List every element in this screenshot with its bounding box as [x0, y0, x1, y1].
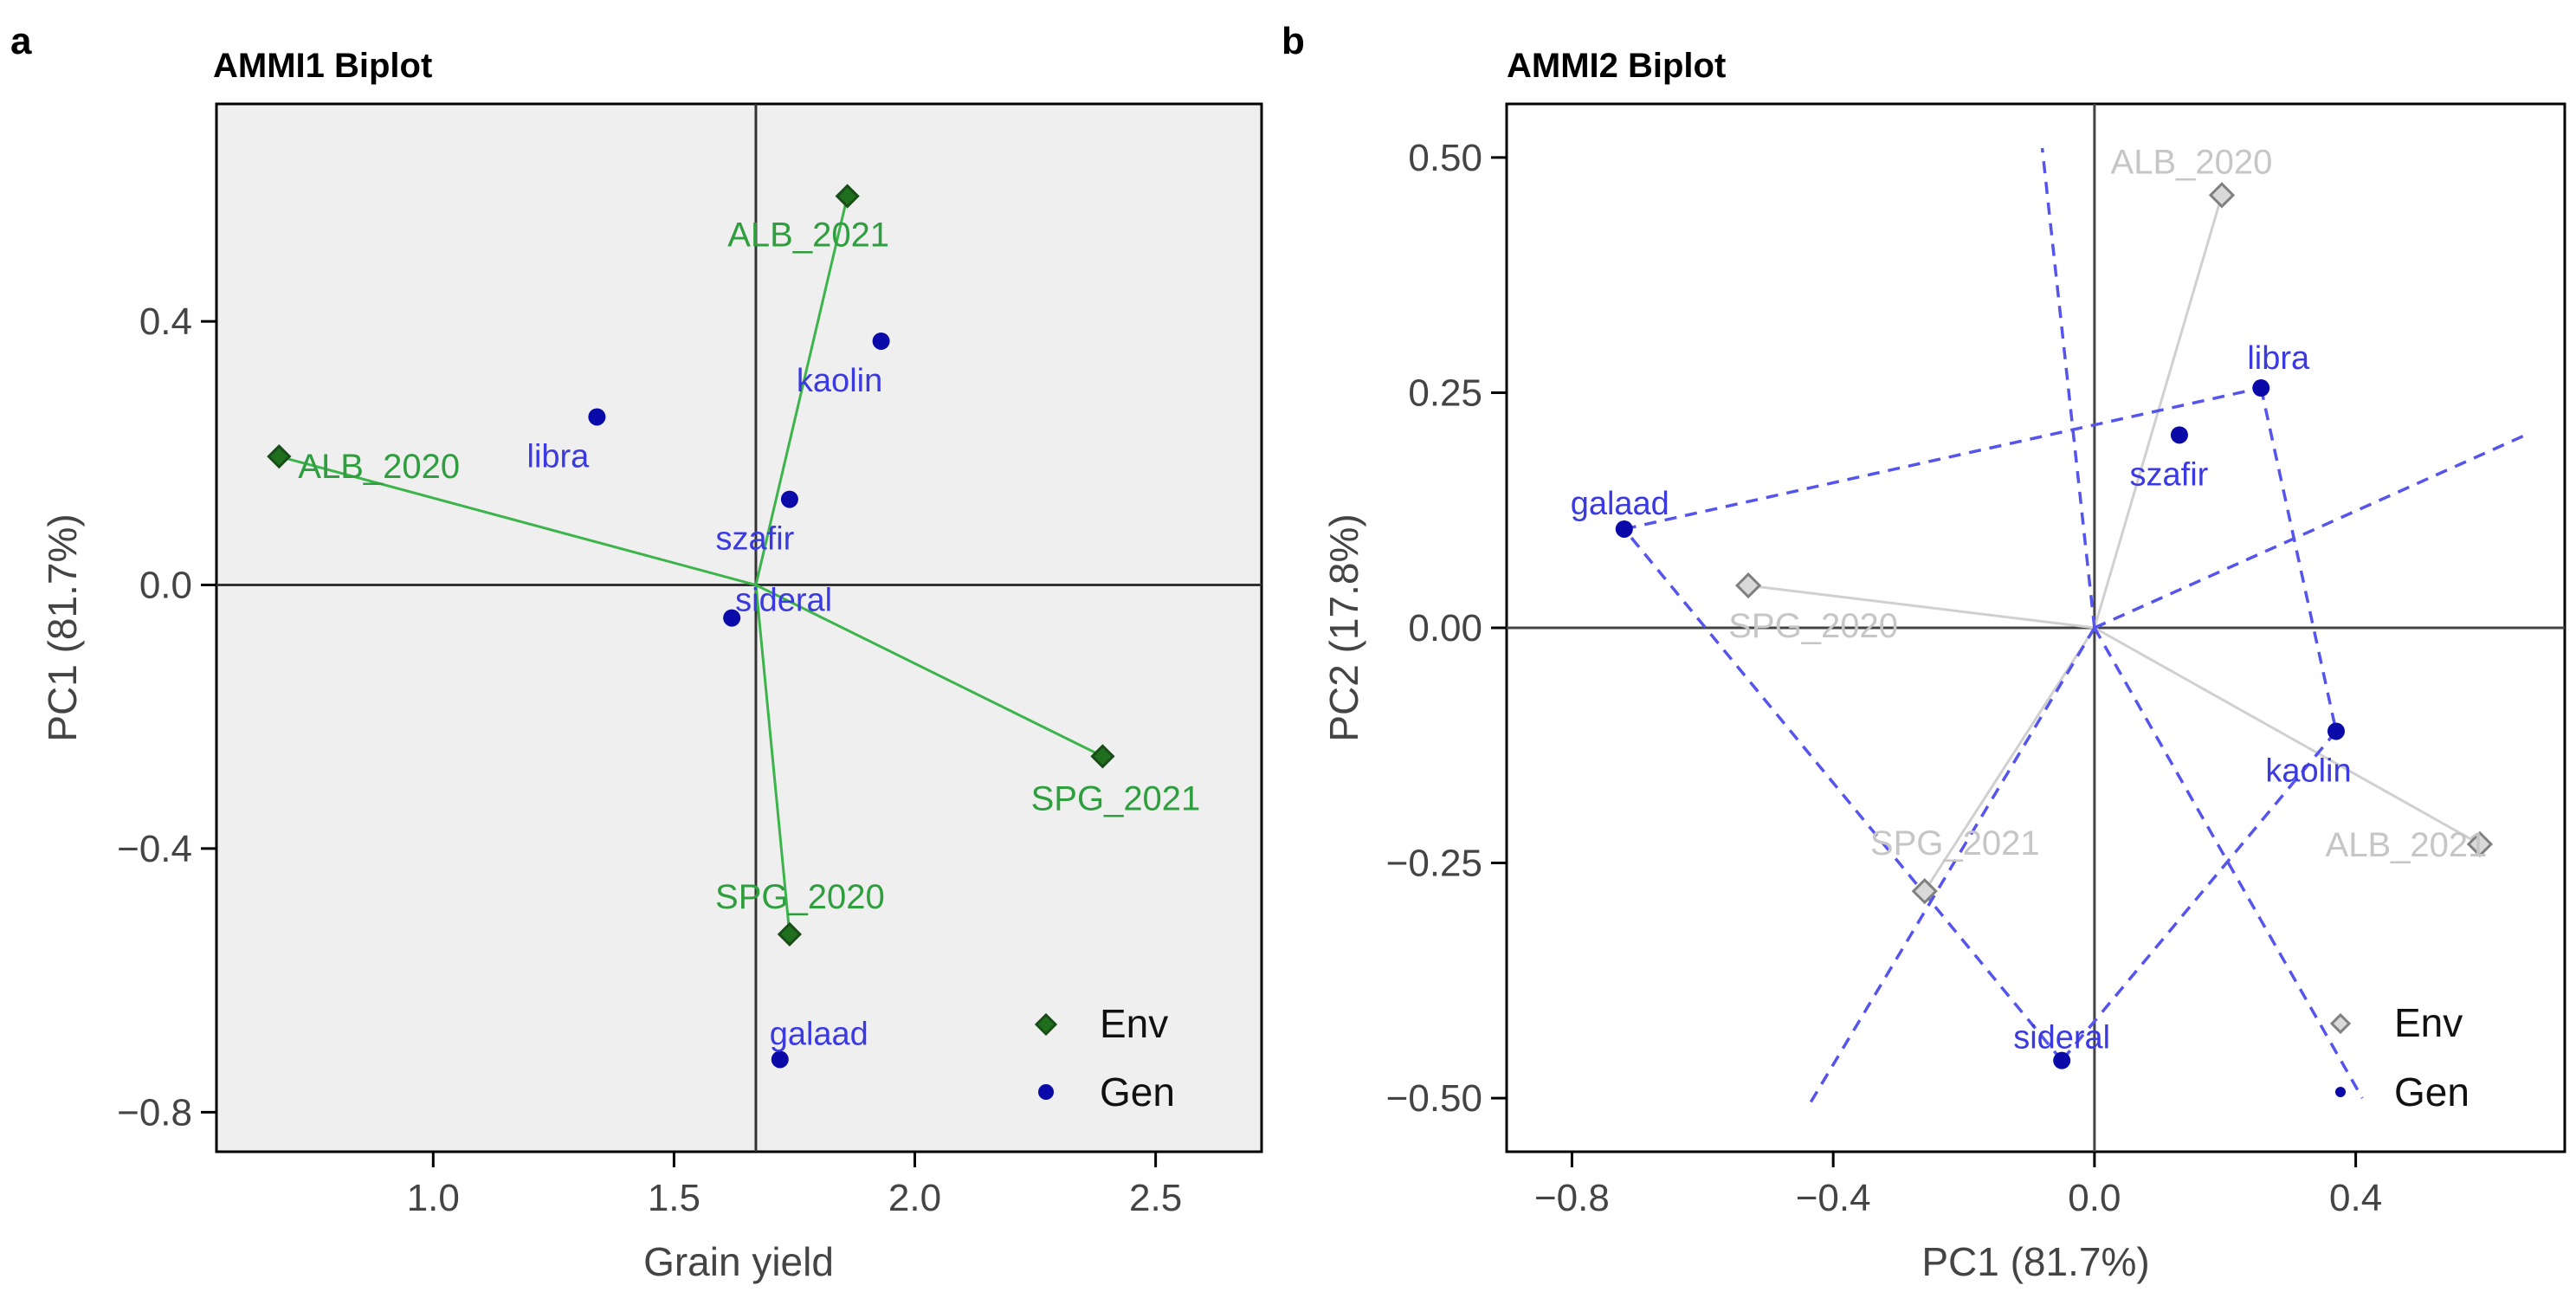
ammi1-gen-point	[723, 609, 741, 627]
ammi1-env-point	[777, 921, 803, 946]
ammi2-y-tick-label: −0.25	[1386, 843, 1482, 885]
ammi2-env-point	[1734, 572, 1762, 599]
ammi2-env-label: SPG_2021	[1870, 824, 2040, 862]
ammi2-biplot-chart: AMMI2 Biplot −0.8 −0.4 0.0 0.4 0.50 0.25 0.00 −…	[1321, 47, 2566, 1284]
ammi1-plot-area	[215, 102, 1263, 1153]
ammi2-gen-label: kaolin	[2265, 753, 2351, 789]
ammi1-title: AMMI1 Biplot	[213, 47, 432, 85]
ammi1-gen-label: libra	[527, 438, 591, 475]
ammi2-legend: Env Gen	[2329, 1000, 2469, 1114]
ammi1-x-tick-label: 2.5	[1129, 1177, 1182, 1219]
ammi2-x-tick-label: 0.0	[2068, 1177, 2121, 1219]
ammi2-legend-gen-marker	[2335, 1087, 2346, 1097]
ammi1-x-tick-label: 2.0	[888, 1177, 941, 1219]
ammi1-y-axis-label: PC1 (81.7%)	[40, 514, 85, 741]
ammi2-gen-point	[1615, 520, 1633, 538]
ammi2-y-tick-label: 0.50	[1408, 137, 1482, 179]
ammi2-env-label: ALB_2021	[2326, 826, 2488, 864]
ammi2-env-vector	[2094, 626, 2481, 846]
ammi1-y-tick-label: −0.4	[117, 828, 192, 870]
ammi1-legend-env-marker	[1034, 1012, 1058, 1037]
ammi2-x-tick-label: 0.4	[2329, 1177, 2382, 1219]
ammi1-gen-point	[780, 490, 798, 508]
ammi1-gen-point	[771, 1050, 789, 1069]
ammi1-legend-env-label: Env	[1100, 1001, 1168, 1046]
ammi2-gen-point	[2252, 379, 2270, 397]
ammi1-env-point	[835, 184, 860, 209]
ammi1-env-label: SPG_2021	[1031, 779, 1201, 817]
ammi2-gen-point	[2170, 426, 2188, 444]
ammi1-gen-label: kaolin	[797, 363, 882, 399]
ammi2-hull-edge	[2060, 730, 2338, 1062]
ammi1-x-tick-label: 1.5	[648, 1177, 700, 1219]
ammi1-env-label: ALB_2021	[727, 216, 889, 255]
ammi1-env-label: SPG_2020	[715, 878, 885, 916]
ammi1-x-tick-label: 1.0	[407, 1177, 460, 1219]
ammi2-env-point	[2466, 830, 2494, 857]
ammi2-env-vector	[1747, 584, 2095, 630]
panel-label-a: a	[10, 20, 32, 62]
ammi2-hull-edge	[1624, 386, 2262, 531]
ammi2-x-tick-label: −0.4	[1796, 1177, 1871, 1219]
ammi1-legend-gen-marker	[1038, 1084, 1054, 1100]
ammi2-legend-env-marker	[2329, 1012, 2352, 1035]
ammi1-y-tick-label: −0.8	[117, 1091, 192, 1134]
ammi1-env-vector	[755, 584, 1104, 758]
ammi2-gen-point	[2327, 722, 2345, 740]
ammi2-y-tick-label: 0.25	[1408, 371, 1482, 414]
ammi1-env-label: ALB_2020	[298, 448, 460, 486]
ammi2-gen-label: galaad	[1571, 486, 1669, 522]
ammi2-y-axis-label: PC2 (17.8%)	[1321, 514, 1366, 741]
ammi2-gen-label: libra	[2247, 340, 2310, 377]
ammi1-env-point	[1090, 744, 1115, 769]
ammi2-hull-edge	[1623, 527, 2063, 1062]
ammi2-env-point	[2208, 182, 2236, 209]
ammi1-gen-point	[588, 408, 606, 426]
ammi2-env-point	[1911, 878, 1938, 905]
ammi2-y-tick-label: −0.50	[1386, 1077, 1482, 1120]
ammi1-x-axis-label: Grain yield	[643, 1239, 834, 1284]
ammi1-env-point	[267, 444, 292, 469]
ammi2-env-vector	[1923, 627, 2096, 892]
ammi2-sector-ray	[1809, 627, 2096, 1104]
ammi2-x-tick-label: −0.8	[1534, 1177, 1610, 1219]
ammi1-env-vector	[754, 196, 849, 585]
ammi2-legend-env-label: Env	[2394, 1000, 2463, 1045]
ammi1-gen-label: szafir	[716, 521, 795, 558]
ammi1-y-tick-label: 0.4	[139, 300, 192, 343]
ammi2-x-axis-label: PC1 (81.7%)	[1921, 1239, 2149, 1284]
ammi1-legend-gen-label: Gen	[1100, 1069, 1175, 1114]
ammi2-gen-label: szafir	[2130, 456, 2209, 493]
ammi1-gen-point	[872, 332, 890, 350]
ammi1-y-tick-label: 0.0	[139, 565, 192, 607]
ammi1-gen-label: sideral	[735, 583, 832, 619]
ammi2-y-tick-label: 0.00	[1408, 607, 1482, 649]
ammi2-gen-point	[2053, 1051, 2071, 1069]
ammi1-env-vector	[754, 585, 791, 935]
ammi1-env-vector	[278, 455, 757, 586]
ammi1-gen-label: galaad	[770, 1016, 868, 1052]
ammi2-sector-ray	[2040, 147, 2096, 629]
ammi2-hull-edge	[2259, 387, 2338, 732]
ammi2-env-label: SPG_2020	[1728, 607, 1898, 645]
ammi1-legend: Env Gen	[1034, 1001, 1175, 1114]
ammi2-sector-ray	[2094, 433, 2527, 630]
ammi2-title: AMMI2 Biplot	[1507, 47, 1726, 85]
ammi2-gen-label: sideral	[2013, 1020, 2110, 1056]
ammi2-legend-gen-label: Gen	[2394, 1069, 2469, 1114]
ammi2-env-label: ALB_2020	[2111, 143, 2273, 181]
ammi1-biplot-chart: AMMI1 Biplot 1.0 1.5 2.0 2.5 0.4 0.0 −0.4 −0.8 A…	[40, 47, 1263, 1284]
panel-label-b: b	[1282, 20, 1305, 62]
